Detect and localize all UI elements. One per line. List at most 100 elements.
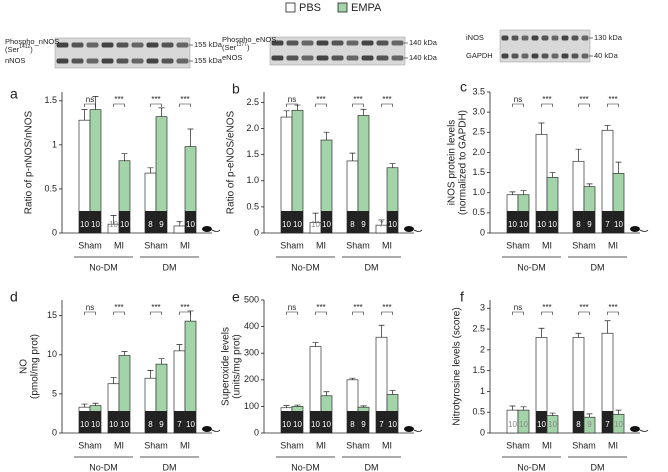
blot-band <box>541 35 549 41</box>
blot-band <box>316 55 329 61</box>
sig-bracket <box>381 103 393 107</box>
blot-band <box>161 58 174 64</box>
y-tick-label: 500 <box>244 294 259 304</box>
error-bar <box>294 404 301 407</box>
n-label: 9 <box>587 420 592 429</box>
panel-letter: e <box>232 289 240 305</box>
x-tick-label: MI <box>382 440 392 450</box>
group-label: No-DM <box>89 262 118 272</box>
legend-swatch <box>285 2 296 13</box>
blot-band <box>561 53 569 59</box>
n-label: 10 <box>548 220 557 229</box>
sig-bracket <box>607 311 619 315</box>
x-tick-label: MI <box>316 240 326 250</box>
sig-label: *** <box>382 303 391 312</box>
error-bar <box>586 183 593 187</box>
sig-bracket <box>512 103 524 107</box>
sig-bracket <box>84 103 96 107</box>
n-label: 10 <box>282 220 291 229</box>
sig-bracket <box>84 311 96 315</box>
n-band <box>292 211 303 233</box>
kda-marker: 155 kDa <box>194 56 223 65</box>
n-band <box>518 211 529 233</box>
mouse-icon <box>404 226 414 232</box>
y-tick-label: 0 <box>254 227 259 237</box>
error-bar <box>360 108 367 116</box>
n-label: 9 <box>361 220 366 229</box>
blot-band <box>391 40 404 46</box>
sig-bracket <box>352 311 364 315</box>
blot-band <box>161 42 174 48</box>
group-label: DM <box>591 262 605 272</box>
y-tick-label: 3.5 <box>472 86 485 96</box>
n-band <box>119 411 130 433</box>
y-axis-label: iNOS protein levels <box>447 120 458 206</box>
blot-label: nNOS <box>5 56 25 65</box>
kda-marker: 155 kDa <box>194 40 223 49</box>
legend-swatch <box>337 2 348 13</box>
mouse-icon <box>630 226 640 232</box>
y-tick-label: 1.5 <box>246 149 259 159</box>
n-label: 7 <box>177 420 182 429</box>
n-band <box>156 411 167 433</box>
blot-band <box>56 58 69 64</box>
y-tick-label: 0.5 <box>246 201 259 211</box>
blot-band <box>301 40 314 46</box>
n-label: 8 <box>576 420 581 429</box>
n-label: 10 <box>322 220 331 229</box>
error-bar <box>312 342 319 347</box>
error-bar <box>92 96 99 110</box>
blot-band <box>101 58 114 64</box>
sig-bracket <box>607 103 619 107</box>
blot-band <box>501 53 509 59</box>
blot-band <box>501 35 509 41</box>
sig-label: *** <box>180 95 189 104</box>
sig-bracket <box>150 311 162 315</box>
n-label: 10 <box>537 420 546 429</box>
group-label: DM <box>365 262 379 272</box>
blot-band <box>286 55 299 61</box>
x-tick-label: Sham <box>144 440 168 450</box>
n-label: 10 <box>120 420 129 429</box>
y-tick-label: 400 <box>244 321 259 331</box>
y-tick-label: 1.0 <box>246 175 259 185</box>
n-label: 7 <box>605 220 610 229</box>
error-bar <box>378 219 385 226</box>
n-label: 10 <box>186 220 195 229</box>
n-label: 10 <box>109 220 118 229</box>
sig-label: ns <box>86 303 94 312</box>
x-tick-label: Sham <box>144 240 168 250</box>
blot-site: ) <box>30 45 33 54</box>
error-bar <box>575 332 582 338</box>
blot-band <box>346 40 359 46</box>
n-label: 9 <box>587 220 592 229</box>
n-label: 8 <box>148 420 153 429</box>
n-label: 10 <box>293 220 302 229</box>
blot-band <box>561 35 569 41</box>
n-band <box>145 211 156 233</box>
y-tick-label: 0 <box>480 227 485 237</box>
blot-site: 1412 <box>19 44 30 50</box>
blot-band <box>86 58 99 64</box>
blot-band <box>71 58 84 64</box>
sig-label: *** <box>316 95 325 104</box>
sig-label: *** <box>382 95 391 104</box>
error-bar <box>378 324 385 338</box>
n-label: 7 <box>177 220 182 229</box>
x-tick-label: Sham <box>346 240 370 250</box>
y-tick-label: 1.5 <box>472 365 485 375</box>
legend-label: PBS <box>299 2 321 14</box>
n-band <box>90 411 101 433</box>
n-label: 10 <box>120 220 129 229</box>
sig-bracket <box>179 311 191 315</box>
blot-band <box>346 55 359 61</box>
error-bar <box>147 370 154 379</box>
mouse-icon <box>202 426 212 432</box>
y-tick-label: 2.5 <box>472 127 485 137</box>
n-band <box>90 211 101 233</box>
y-tick-label: 0 <box>52 227 57 237</box>
n-band <box>602 211 613 233</box>
mouse-tail <box>211 229 221 232</box>
group-label: DM <box>163 462 177 472</box>
sig-bracket <box>541 103 553 107</box>
